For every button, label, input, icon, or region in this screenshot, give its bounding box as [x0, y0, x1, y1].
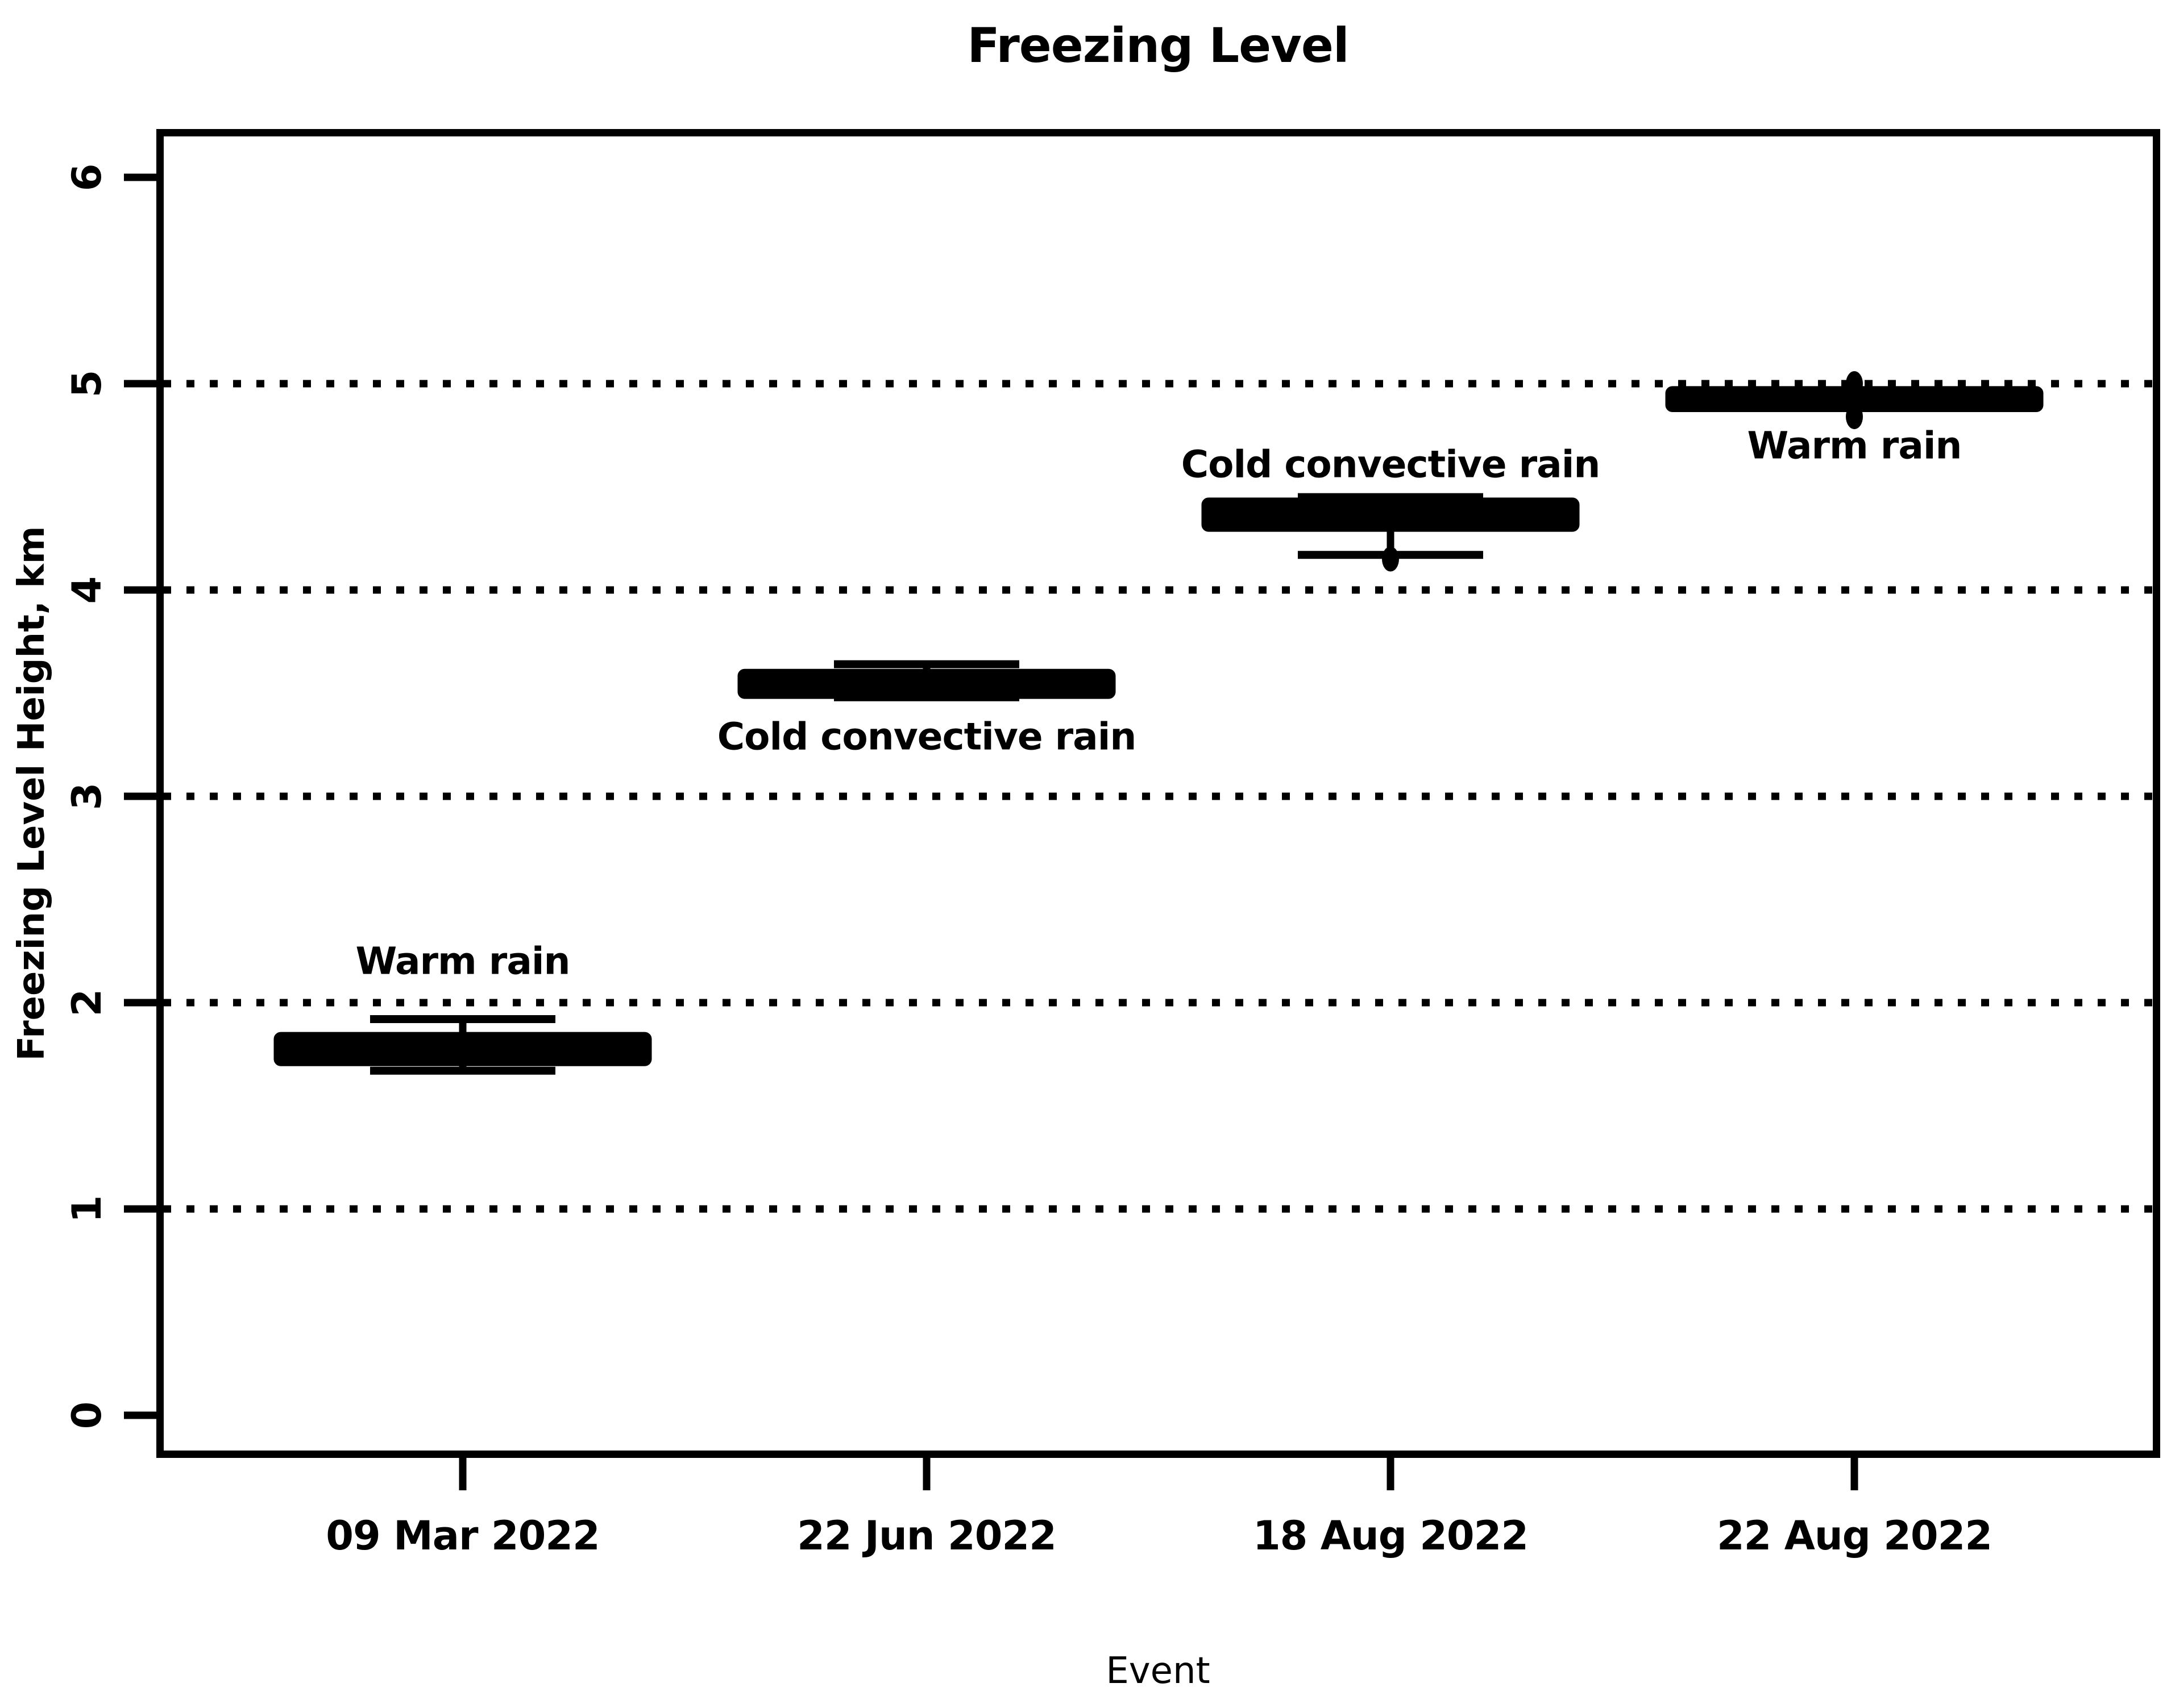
x-tick-label-4: 22 Aug 2022	[1716, 1512, 1992, 1559]
outlier-22-aug-2022-2	[1846, 404, 1863, 430]
y-tick-label-4: 4	[64, 576, 110, 604]
annotation-22-aug-2022: Warm rain	[1747, 423, 1962, 468]
chart-title: Freezing Level	[967, 18, 1349, 73]
x-axis-title: Event	[1106, 1650, 1210, 1692]
y-tick-label-6: 6	[64, 163, 110, 192]
x-tick-label-3: 18 Aug 2022	[1252, 1512, 1529, 1559]
plot-frame	[156, 129, 2160, 1458]
outlier-18-aug-2022-1	[1382, 546, 1399, 572]
x-tick-label-2: 22 Jun 2022	[797, 1512, 1057, 1559]
y-tick-label-0: 0	[64, 1401, 110, 1429]
annotation-09-mar-2022: Warm rain	[355, 939, 571, 983]
y-axis-title: Freezing Level Height, km	[11, 526, 53, 1061]
x-tick-label-1: 09 Mar 2022	[326, 1512, 600, 1559]
y-tick-label-1: 1	[64, 1195, 110, 1223]
annotation-18-aug-2022: Cold convective rain	[1181, 442, 1601, 487]
y-tick-label-2: 2	[64, 988, 110, 1017]
y-tick-label-5: 5	[64, 369, 110, 398]
outlier-22-aug-2022-1	[1846, 371, 1863, 396]
annotation-22-jun-2022: Cold convective rain	[717, 714, 1137, 759]
y-tick-label-3: 3	[64, 782, 110, 811]
